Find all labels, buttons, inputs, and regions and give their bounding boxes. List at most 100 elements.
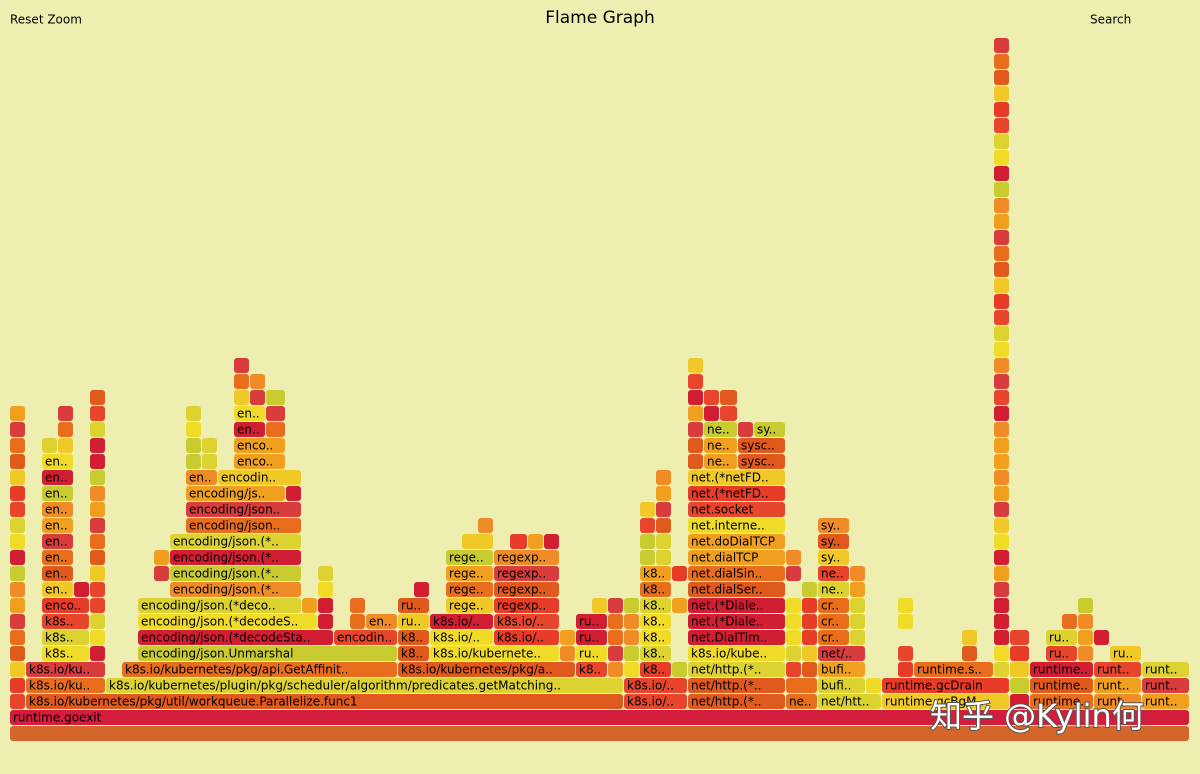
frame[interactable] [738,454,785,469]
frame[interactable] [576,662,607,677]
frame[interactable] [318,598,333,613]
frame[interactable] [688,550,785,565]
frame[interactable] [866,678,881,693]
frame[interactable] [250,390,265,405]
frame[interactable] [640,534,655,549]
frame[interactable] [10,582,25,597]
frame[interactable] [672,566,687,581]
frame[interactable] [494,550,559,565]
frame[interactable] [1010,662,1029,677]
frame[interactable] [656,470,671,485]
frame[interactable] [42,454,73,469]
frame[interactable] [10,438,25,453]
frame[interactable] [42,518,73,533]
frame[interactable] [58,422,73,437]
frame[interactable] [42,646,89,661]
frame[interactable] [994,262,1009,277]
frame[interactable] [1094,630,1109,645]
frame[interactable] [994,534,1009,549]
frame[interactable] [720,406,737,421]
frame[interactable] [786,646,801,661]
frame[interactable] [10,646,25,661]
frame[interactable] [818,662,865,677]
frame[interactable] [334,630,397,645]
frame[interactable] [202,454,217,469]
frame[interactable] [898,614,913,629]
frame[interactable] [10,502,25,517]
frame[interactable] [624,598,639,613]
frame[interactable] [898,646,913,661]
frame[interactable] [42,534,73,549]
frame[interactable] [608,598,623,613]
frame[interactable] [26,662,105,677]
frame[interactable] [898,662,913,677]
frame[interactable] [398,662,575,677]
frame[interactable] [802,614,817,629]
frame[interactable] [10,534,25,549]
frame[interactable] [528,534,543,549]
frame[interactable] [818,646,865,661]
frame[interactable] [576,646,607,661]
frame[interactable] [738,422,753,437]
frame[interactable] [10,470,25,485]
frame[interactable] [688,598,785,613]
frame[interactable] [994,38,1009,53]
frame[interactable] [688,438,703,453]
frame[interactable] [640,662,671,677]
frame[interactable] [218,470,301,485]
frame[interactable] [786,662,801,677]
frame[interactable] [170,550,301,565]
frame[interactable] [688,582,785,597]
frame[interactable] [10,726,1189,741]
frame[interactable] [154,566,169,581]
frame[interactable] [398,598,429,613]
frame[interactable] [688,374,703,389]
frame[interactable] [266,422,285,437]
frame[interactable] [250,374,265,389]
frame[interactable] [994,166,1009,181]
reset-zoom[interactable]: Reset Zoom [10,13,82,27]
frame[interactable] [42,550,73,565]
frame[interactable] [10,550,25,565]
frame[interactable] [494,598,559,613]
frame[interactable] [1078,614,1093,629]
frame[interactable] [640,646,671,661]
frame[interactable] [608,646,623,661]
frame[interactable] [786,598,801,613]
frame[interactable] [688,646,785,661]
frame[interactable] [608,630,623,645]
frame[interactable] [994,294,1009,309]
frame[interactable] [738,438,785,453]
frame[interactable] [818,630,849,645]
frame[interactable] [494,630,559,645]
frame[interactable] [544,534,559,549]
frame[interactable] [994,102,1009,117]
frame[interactable] [994,454,1009,469]
frame[interactable] [58,438,73,453]
frame[interactable] [786,614,801,629]
frame[interactable] [186,486,285,501]
frame[interactable] [1078,630,1093,645]
frame[interactable] [366,614,397,629]
frame[interactable] [90,502,105,517]
frame[interactable] [138,598,301,613]
frame[interactable] [994,198,1009,213]
frame[interactable] [90,486,105,501]
frame[interactable] [818,614,849,629]
frame[interactable] [26,694,623,709]
frame[interactable] [234,438,285,453]
frame[interactable] [318,566,333,581]
frame[interactable] [994,342,1009,357]
frame[interactable] [688,518,785,533]
frame[interactable] [170,534,301,549]
frame[interactable] [786,550,801,565]
frame[interactable] [704,422,737,437]
frame[interactable] [688,534,785,549]
frame[interactable] [994,422,1009,437]
frame[interactable] [688,662,785,677]
frame[interactable] [286,486,301,501]
frame[interactable] [1142,662,1189,677]
frame[interactable] [42,582,73,597]
frame[interactable] [754,422,785,437]
frame[interactable] [494,582,559,597]
